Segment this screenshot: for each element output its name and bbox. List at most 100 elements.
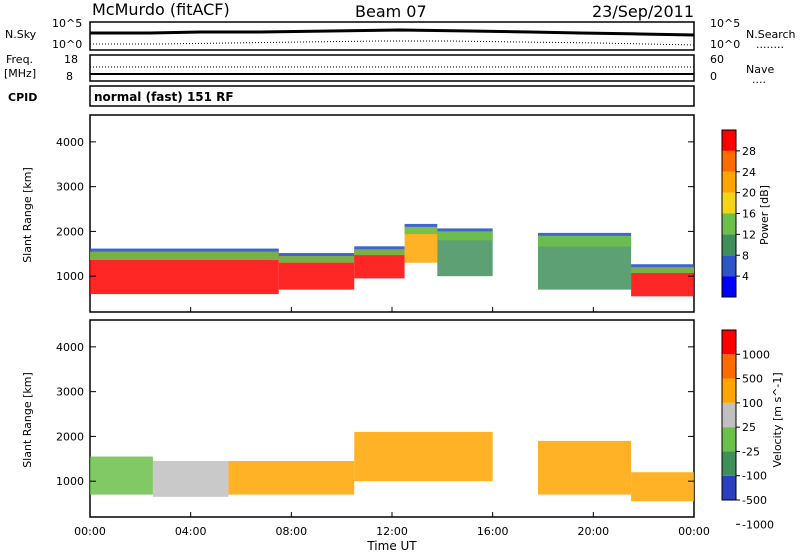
velocity-y-ticks: 4000 3000 2000 1000 [56,341,694,488]
colorbar-tick-label: 4 [742,270,749,283]
data-region-edge-weak [631,264,694,268]
y-tick-label: 1000 [56,270,84,283]
noise-sky-trace [90,28,695,37]
colorbar-segment [722,171,736,193]
freq-left-label-2: [MHz] [4,67,36,80]
data-region-edge-weak [90,248,279,252]
y-tick-label: 2000 [56,430,84,443]
y-tick-label: 4000 [56,341,84,354]
power-ylabel: Slant Range [km] [21,167,34,263]
noise-right-tick-bottom: 10^0 [710,38,740,51]
colorbar-segment [722,276,736,297]
data-region-edge [90,251,279,261]
velocity-colorbar: 1000 500 100 25 -25 -100 -500 -1000 [721,329,774,531]
x-tick-label: 20:00 [577,525,609,538]
colorbar-segment [722,402,736,428]
freq-left-tick-bottom: 8 [66,70,73,83]
colorbar-segment [722,192,736,214]
colorbar-tick-label: 20 [742,187,756,200]
colorbar-segment [722,475,736,500]
colorbar-tick-label: -25 [742,445,760,458]
colorbar-tick-label: -500 [742,494,767,507]
freq-right-tick-bottom: 0 [710,70,717,83]
colorbar-tick-label: 500 [742,373,763,386]
colorbar-tick-label: 24 [742,166,756,179]
noise-right-label-line: ........ [756,38,784,51]
freq-left-label-1: Freq. [6,53,33,66]
velocity-data-marks [90,431,694,502]
colorbar-segment [722,213,736,235]
power-colorbar: 28 24 20 16 12 8 4 [721,129,756,298]
x-tick-label: 00:00 [74,525,106,538]
y-tick-label: 3000 [56,181,84,194]
power-colorbar-label: Power [dB] [758,185,771,245]
x-tick-label: 00:00 [678,525,710,538]
colorbar-frame [721,329,737,501]
colorbar-segment [722,354,736,379]
colorbar-tick-label: 8 [742,249,749,262]
cpid-frame [89,85,695,107]
colorbar-segment [722,451,736,476]
velocity-panel: 4000 3000 2000 1000 Slant Range [km] 1000 50… [21,319,784,531]
colorbar-tick-label: 100 [742,397,763,410]
colorbar-segment [722,378,736,403]
colorbar-tick-label: 1000 [742,348,770,361]
power-panel: 4000 3000 2000 1000 Slant Range [km] 28 24 20… [21,114,771,313]
x-axis: 00:00 04:00 08:00 12:00 16:00 20:00 00:00 [74,307,710,538]
noise-left-label: N.Sky [5,28,37,41]
data-region-edge-weak [537,232,632,236]
data-region-edge-weak [404,223,438,227]
cpid-value: normal (fast) 151 RF [94,90,234,104]
x-axis-label: Time UT [366,539,417,553]
station-title: McMurdo (fitACF) [92,0,230,19]
data-region-edge [437,231,493,241]
x-tick-label: 12:00 [376,525,408,538]
cpid-label: CPID [8,91,37,104]
y-tick-label: 3000 [56,386,84,399]
colorbar-tick-label: -1000 [742,518,774,531]
y-tick-label: 4000 [56,136,84,149]
data-region [152,461,229,497]
y-tick-label: 2000 [56,225,84,238]
noise-right-label: N.Search [746,28,796,41]
data-region-edge [404,226,438,235]
freq-panel-frame [89,54,695,82]
beam-title: Beam 07 [355,2,427,21]
x-tick-label: 08:00 [275,525,307,538]
data-region [90,456,153,495]
colorbar-segment [722,330,736,355]
colorbar-segment [722,234,736,256]
freq-right-label: Nave [746,63,774,76]
x-tick-label: 16:00 [477,525,509,538]
noise-right-tick-top: 10^5 [710,17,740,30]
noise-left-tick-bottom: 10^0 [52,38,82,51]
freq-right-label-line: .... [752,73,766,86]
power-y-ticks: 4000 3000 2000 1000 [56,136,694,283]
velocity-ylabel: Slant Range [km] [21,372,34,468]
power-data-marks [90,223,694,297]
colorbar-segment [722,150,736,172]
noise-left-tick-top: 10^5 [52,17,82,30]
y-tick-label: 1000 [56,475,84,488]
colorbar-segment [722,130,736,151]
data-region [228,461,355,495]
noise-search-trace [90,40,695,46]
freq-right-tick-top: 60 [710,53,724,66]
colorbar-segment [722,427,736,452]
data-region [631,472,694,502]
noise-panel-frame [89,21,695,51]
colorbar-tick-label: 25 [742,421,756,434]
colorbar-tick-label: -100 [742,470,767,483]
colorbar-tick-label: 12 [742,228,756,241]
data-region-edge-weak [437,228,493,232]
data-region-edge-weak [278,253,355,257]
data-region-edge [278,256,355,263]
colorbar-tick-label: 16 [742,208,756,221]
data-region-edge [631,267,694,274]
data-region-edge [354,249,405,256]
data-region [537,440,632,495]
date-title: 23/Sep/2011 [592,2,694,21]
freq-left-tick-top: 18 [64,53,78,66]
colorbar-tick-label: 28 [742,145,756,158]
